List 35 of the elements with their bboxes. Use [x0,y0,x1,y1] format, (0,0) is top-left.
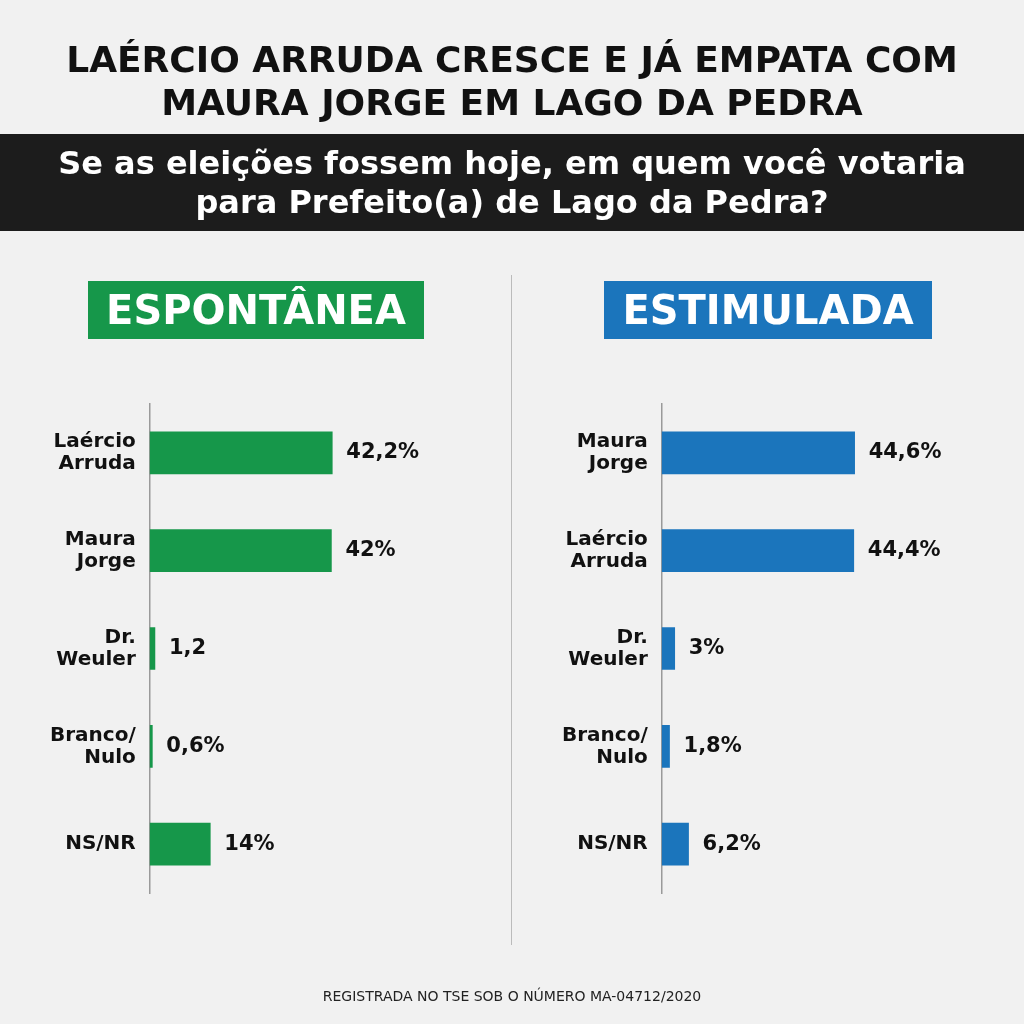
bar [149,431,333,475]
bar [661,725,670,768]
data-label: 42,2% [346,439,420,464]
y-tick-label: Branco/Nulo [561,721,649,768]
bar [661,529,855,573]
y-tick-label: Maura Jorge [64,526,136,573]
data-label: 0,6% [166,732,225,757]
chart-title: ESTIMULADA [604,281,932,340]
bar [149,822,211,866]
y-tick-label: NS/NR [577,830,648,855]
bar [149,627,156,670]
bar [661,627,676,670]
data-label: 1,2 [168,635,207,660]
data-label: 3% [688,635,725,660]
bar [149,529,332,573]
data-label: 44,6% [868,439,942,464]
bar [661,431,855,475]
y-tick-label: Laércio Arruda [565,526,648,573]
y-tick-label: Dr. Weuler [56,623,136,670]
data-label: 6,2% [702,830,761,855]
bar [661,822,689,866]
y-tick-label: NS/NR [65,830,136,855]
chart-title: ESPONTÂNEA [88,281,424,340]
data-label: 1,8% [683,732,742,757]
y-tick-label: Dr. Weuler [568,623,648,670]
y-tick-label: Branco/Nulo [49,721,137,768]
y-tick-label: Laércio Arruda [53,428,136,475]
y-tick-label: Maura Jorge [576,428,648,475]
data-label: 14% [224,830,275,855]
text: REGISTRADA NO TSE SOB O NÚMERO MA-04712/2020 [321,988,703,1004]
data-label: 42% [345,537,396,562]
data-label: 44,4% [867,537,941,562]
text: Se as eleições fossem hoje, em quem você votaria para Prefeito(a) de Lago da Pedra? [0,134,1024,232]
text: LAÉRCIO ARRUDA CRESCE E JÁ EMPATA COM MAURA JORGE EM LAGO DA PEDRA [65,38,959,126]
bar [149,725,153,768]
